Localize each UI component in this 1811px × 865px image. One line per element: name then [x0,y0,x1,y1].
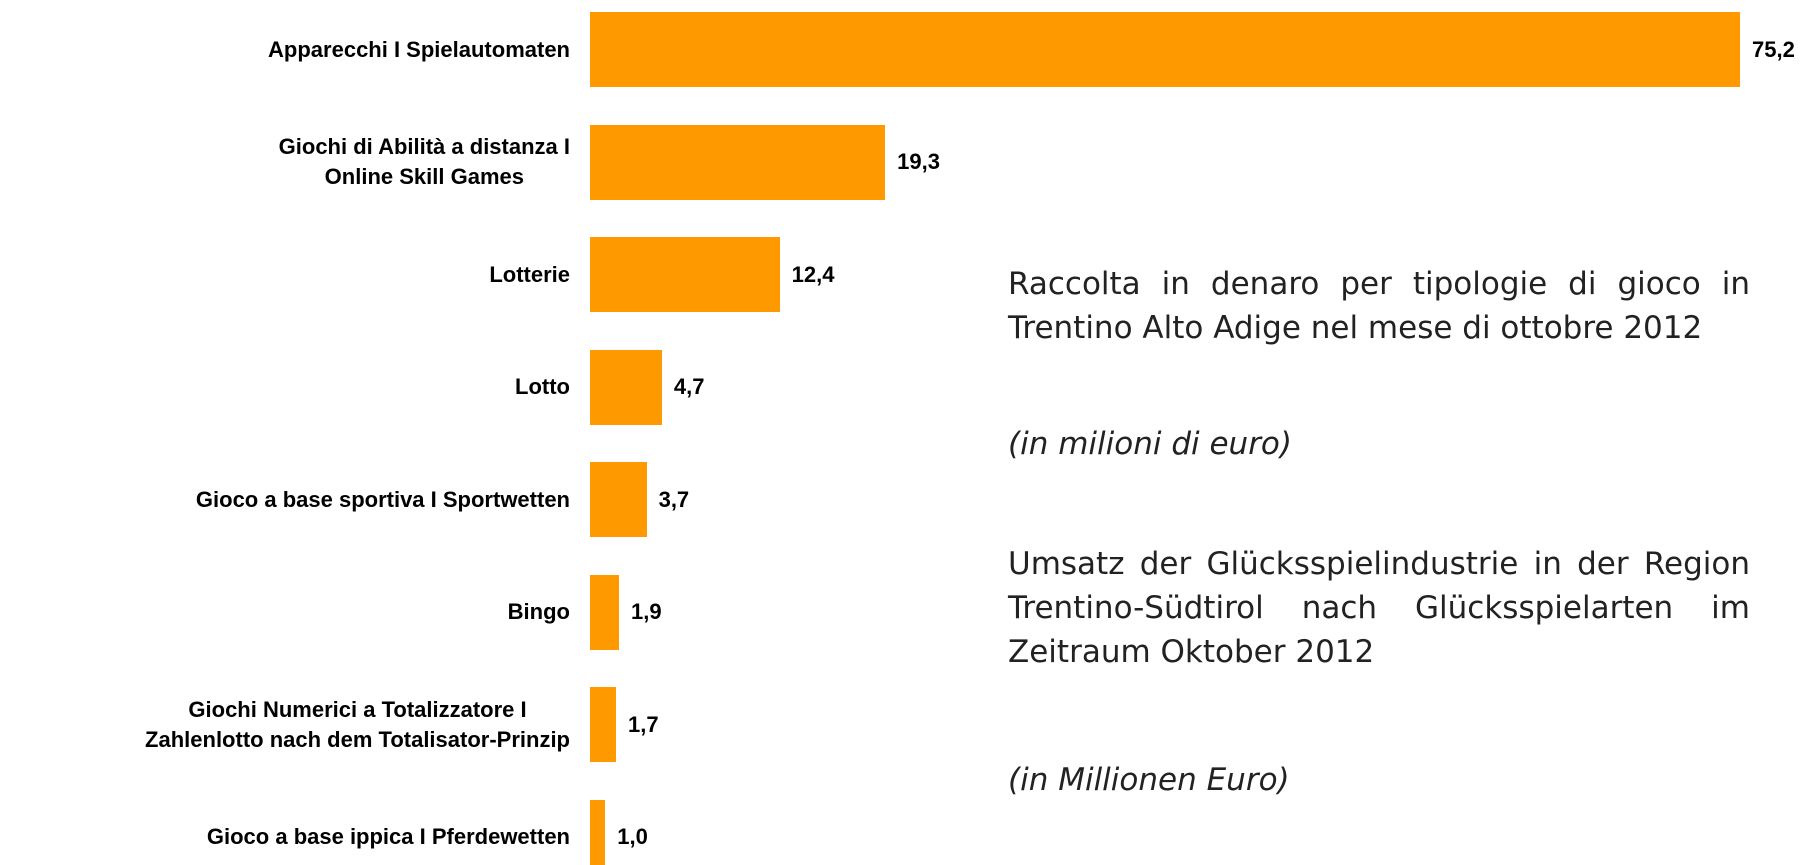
chart-title-de: Umsatz der Glücksspielindustrie in der R… [1008,546,1750,670]
category-label: Gioco a base ippica I Pferdewetten [206,824,570,849]
bar [590,687,616,762]
category-label: Apparecchi I Spielautomaten [268,36,570,62]
category-label: Lotto [515,374,570,399]
bar [590,12,1740,87]
chart-subtitle-de: (in Millionen Euro) [1008,762,1290,798]
bar [590,124,886,200]
value-label: 1,9 [631,599,662,624]
bar [590,237,780,312]
category-label: Gioco a base sportiva I Sportwetten [195,486,570,512]
category-label: Giochi Numerici a Totalizzatore I Zahlen… [145,696,570,752]
category-label: Lotterie [489,261,570,287]
category-label: Giochi di Abilità a distanza I Online Sk… [278,134,570,189]
value-label: 19,3 [897,149,940,174]
value-label: 1,7 [627,711,659,737]
chart-subtitle: (in milioni di euro) [1008,426,1292,462]
value-label: 4,7 [673,374,705,399]
value-label: 75,2 [1752,36,1795,62]
chart-title: Raccolta in denaro per tipologie di gioc… [1008,266,1750,346]
bar [590,462,647,537]
category-label: Bingo [507,599,570,624]
bar [590,349,662,425]
value-label: 1,0 [617,824,648,849]
value-label: 12,4 [791,261,835,287]
bar [590,799,606,865]
bar [590,574,620,650]
value-label: 3,7 [658,486,690,512]
